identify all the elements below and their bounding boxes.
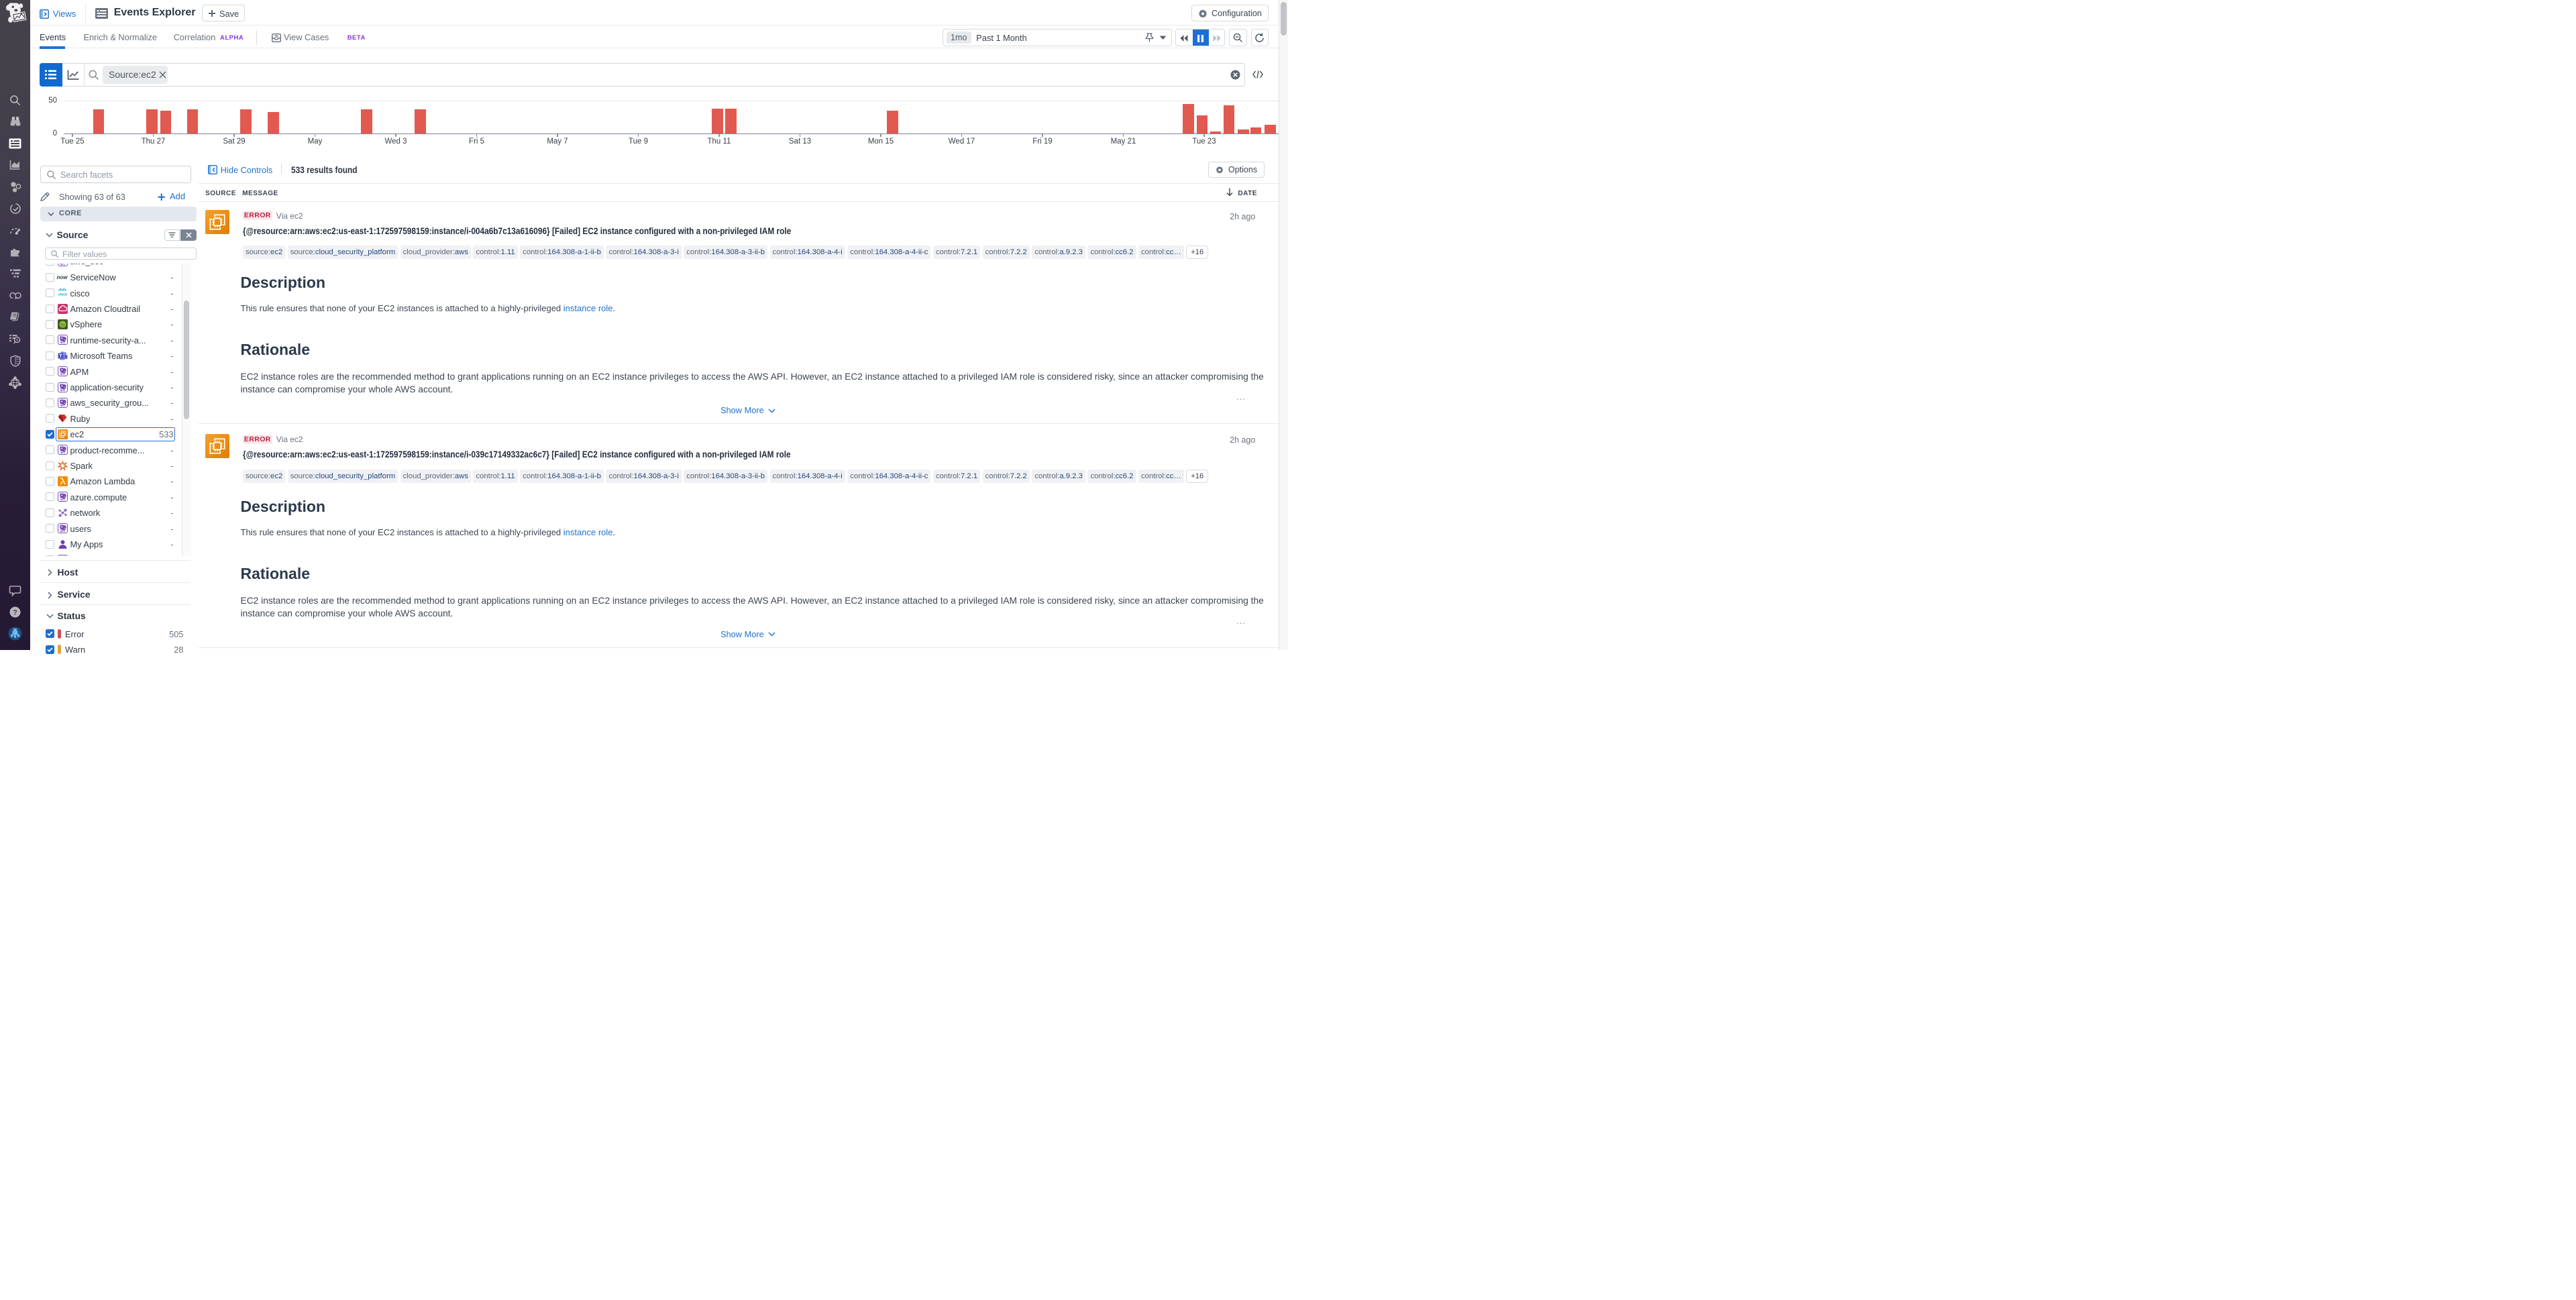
svg-text:T: T [59, 354, 62, 359]
svg-text:cisco: cisco [58, 293, 66, 297]
svg-text:?: ? [13, 608, 17, 616]
